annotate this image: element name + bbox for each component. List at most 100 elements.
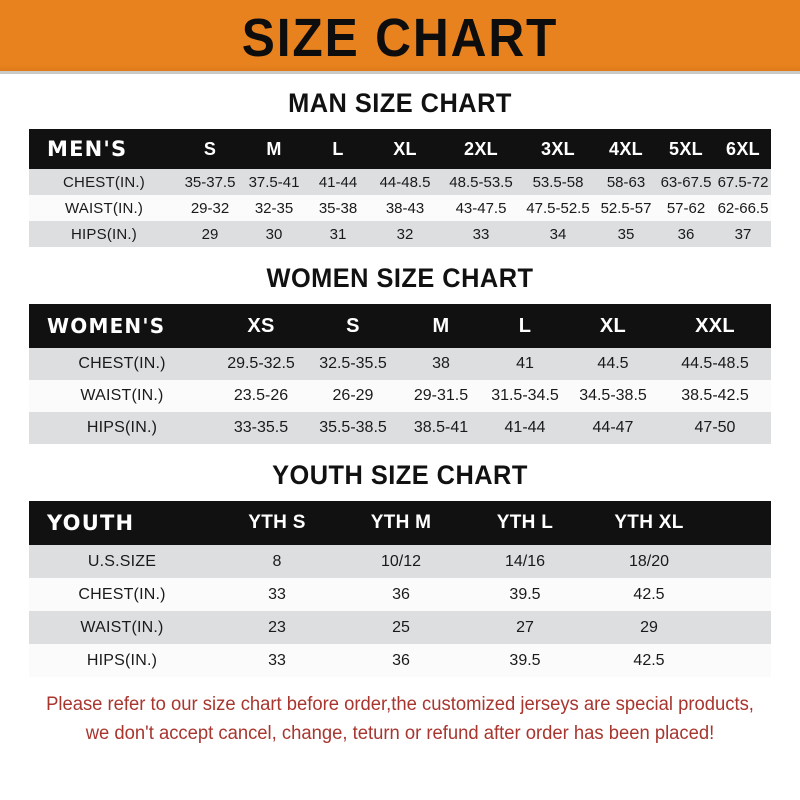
man-column-header: 2XL	[441, 129, 521, 169]
table-cell: 26-29	[307, 380, 399, 412]
page-banner: SIZE CHART	[0, 0, 800, 74]
table-cell: 29-32	[179, 195, 241, 221]
women-column-header: XS	[215, 304, 307, 348]
youth-table-wrap: YOUTH YTH S YTH M YTH L YTH XL U.S.SIZE …	[29, 501, 771, 677]
table-cell: 47.5-52.5	[521, 195, 595, 221]
footer-line-2: we don't accept cancel, change, teturn o…	[85, 722, 715, 744]
table-cell: 67.5-72	[715, 169, 771, 195]
table-row: CHEST(IN.) 33 36 39.5 42.5	[29, 578, 771, 611]
youth-column-header: YTH S	[215, 501, 339, 545]
youth-section-title: YOUTH SIZE CHART	[272, 460, 528, 490]
table-cell: 33	[215, 644, 339, 677]
man-section-title: MAN SIZE CHART	[288, 88, 512, 118]
table-cell: 27	[463, 611, 587, 644]
table-cell: 35-37.5	[179, 169, 241, 195]
table-cell: 10/12	[339, 545, 463, 578]
row-label: CHEST(IN.)	[29, 348, 215, 380]
table-cell: 31	[307, 221, 369, 247]
table-cell: 36	[339, 578, 463, 611]
banner-divider	[0, 71, 800, 74]
row-label: HIPS(IN.)	[29, 221, 179, 247]
footer-disclaimer: Please refer to our size chart before or…	[35, 691, 764, 748]
man-column-header: 3XL	[521, 129, 595, 169]
youth-size-table: YOUTH YTH S YTH M YTH L YTH XL U.S.SIZE …	[29, 501, 771, 677]
table-cell: 39.5	[463, 578, 587, 611]
table-cell: 44-47	[567, 412, 659, 444]
women-column-header: L	[483, 304, 567, 348]
women-column-header: XXL	[659, 304, 771, 348]
man-column-header: 4XL	[595, 129, 657, 169]
table-cell: 39.5	[463, 644, 587, 677]
table-cell: 33-35.5	[215, 412, 307, 444]
table-row: WAIST(IN.) 23 25 27 29	[29, 611, 771, 644]
table-cell: 32	[369, 221, 441, 247]
table-cell: 23	[215, 611, 339, 644]
table-cell: 62-66.5	[715, 195, 771, 221]
row-label: CHEST(IN.)	[29, 578, 215, 611]
table-cell: 48.5-53.5	[441, 169, 521, 195]
row-label: WAIST(IN.)	[29, 611, 215, 644]
women-column-header: M	[399, 304, 483, 348]
man-size-table: MEN'S S M L XL 2XL 3XL 4XL 5XL 6XL CHEST…	[29, 129, 771, 247]
table-cell: 41-44	[307, 169, 369, 195]
table-cell-empty	[711, 644, 771, 677]
man-column-header: S	[179, 129, 241, 169]
table-row: CHEST(IN.) 35-37.5 37.5-41 41-44 44-48.5…	[29, 169, 771, 195]
table-cell: 58-63	[595, 169, 657, 195]
women-header-label: WOMEN'S	[29, 304, 215, 348]
table-cell: 42.5	[587, 644, 711, 677]
table-cell: 29-31.5	[399, 380, 483, 412]
table-cell: 8	[215, 545, 339, 578]
women-size-table: WOMEN'S XS S M L XL XXL CHEST(IN.) 29.5-…	[29, 304, 771, 444]
youth-column-header: YTH L	[463, 501, 587, 545]
table-row: HIPS(IN.) 33 36 39.5 42.5	[29, 644, 771, 677]
table-cell: 63-67.5	[657, 169, 715, 195]
table-cell-empty	[711, 545, 771, 578]
row-label: WAIST(IN.)	[29, 195, 179, 221]
table-row: U.S.SIZE 8 10/12 14/16 18/20	[29, 545, 771, 578]
row-label: HIPS(IN.)	[29, 412, 215, 444]
women-table-header-row: WOMEN'S XS S M L XL XXL	[29, 304, 771, 348]
table-cell: 47-50	[659, 412, 771, 444]
table-row: HIPS(IN.) 33-35.5 35.5-38.5 38.5-41 41-4…	[29, 412, 771, 444]
table-cell: 14/16	[463, 545, 587, 578]
man-column-header: 5XL	[657, 129, 715, 169]
man-column-header: L	[307, 129, 369, 169]
table-cell: 35-38	[307, 195, 369, 221]
table-cell: 33	[441, 221, 521, 247]
table-cell: 29.5-32.5	[215, 348, 307, 380]
table-row: WAIST(IN.) 29-32 32-35 35-38 38-43 43-47…	[29, 195, 771, 221]
row-label: CHEST(IN.)	[29, 169, 179, 195]
table-cell: 44.5	[567, 348, 659, 380]
youth-header-label: YOUTH	[29, 501, 215, 545]
table-cell: 32-35	[241, 195, 307, 221]
table-cell: 43-47.5	[441, 195, 521, 221]
table-cell: 38-43	[369, 195, 441, 221]
table-row: HIPS(IN.) 29 30 31 32 33 34 35 36 37	[29, 221, 771, 247]
table-cell: 18/20	[587, 545, 711, 578]
table-cell: 34	[521, 221, 595, 247]
table-cell: 32.5-35.5	[307, 348, 399, 380]
table-cell: 41-44	[483, 412, 567, 444]
table-cell: 33	[215, 578, 339, 611]
table-cell: 41	[483, 348, 567, 380]
row-label: HIPS(IN.)	[29, 644, 215, 677]
table-cell: 25	[339, 611, 463, 644]
man-table-header-row: MEN'S S M L XL 2XL 3XL 4XL 5XL 6XL	[29, 129, 771, 169]
women-table-wrap: WOMEN'S XS S M L XL XXL CHEST(IN.) 29.5-…	[29, 304, 771, 444]
man-column-header: 6XL	[715, 129, 771, 169]
table-cell: 52.5-57	[595, 195, 657, 221]
man-header-label: MEN'S	[29, 129, 179, 169]
man-column-header: XL	[369, 129, 441, 169]
women-column-header: S	[307, 304, 399, 348]
table-cell-empty	[711, 578, 771, 611]
row-label: WAIST(IN.)	[29, 380, 215, 412]
table-row: WAIST(IN.) 23.5-26 26-29 29-31.5 31.5-34…	[29, 380, 771, 412]
man-table-wrap: MEN'S S M L XL 2XL 3XL 4XL 5XL 6XL CHEST…	[29, 129, 771, 247]
table-cell: 57-62	[657, 195, 715, 221]
page-title: SIZE CHART	[241, 8, 559, 68]
table-cell: 29	[587, 611, 711, 644]
table-cell: 36	[657, 221, 715, 247]
table-cell: 38.5-42.5	[659, 380, 771, 412]
